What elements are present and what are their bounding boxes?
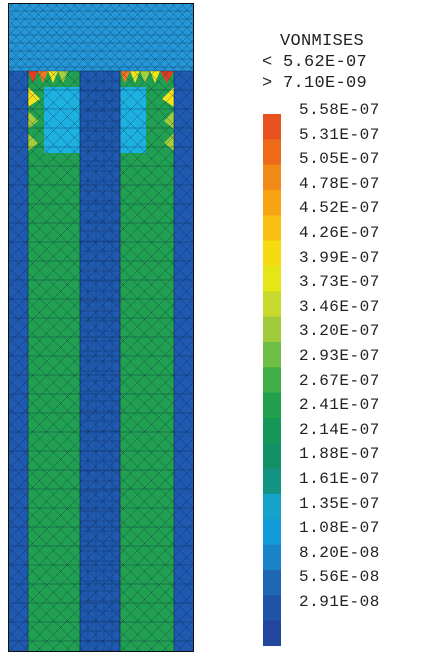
legend-max-value: < 5.62E-07 bbox=[262, 53, 368, 72]
color-scale-label: 2.41E-07 bbox=[299, 396, 380, 415]
color-scale-label: 5.56E-08 bbox=[299, 568, 380, 587]
color-scale-label: 8.20E-08 bbox=[299, 543, 380, 562]
legend-title: VONMISES bbox=[280, 32, 365, 51]
color-scale-label: 4.26E-07 bbox=[299, 224, 380, 242]
hot-element bbox=[120, 71, 130, 83]
hot-element bbox=[38, 71, 48, 83]
color-scale-band bbox=[263, 367, 281, 394]
color-scale-band bbox=[263, 544, 281, 571]
color-scale-bar bbox=[263, 114, 281, 646]
color-scale-band bbox=[263, 291, 281, 318]
hot-element bbox=[164, 133, 174, 151]
hot-element bbox=[162, 87, 174, 107]
color-scale-band bbox=[263, 595, 281, 622]
color-scale-label: 4.52E-07 bbox=[299, 199, 380, 218]
color-scale-label: 1.08E-07 bbox=[299, 519, 380, 538]
color-scale-band bbox=[263, 620, 281, 646]
hot-element bbox=[28, 111, 38, 129]
color-scale-band bbox=[263, 392, 281, 419]
color-scale-label: 4.78E-07 bbox=[299, 174, 380, 193]
hot-element bbox=[68, 71, 80, 83]
color-scale-band bbox=[263, 443, 281, 470]
color-scale-label: 2.67E-07 bbox=[299, 371, 380, 390]
color-scale-band bbox=[263, 139, 281, 166]
color-scale-band bbox=[263, 164, 281, 191]
color-scale-label: 3.99E-07 bbox=[299, 248, 380, 267]
color-scale-band bbox=[263, 418, 281, 444]
color-scale-band bbox=[263, 570, 281, 596]
top-stress-region bbox=[8, 3, 194, 71]
color-scale-label: 3.73E-07 bbox=[299, 273, 380, 292]
color-scale-label: 1.61E-07 bbox=[299, 470, 380, 488]
hot-element bbox=[28, 133, 38, 151]
hot-element bbox=[28, 71, 38, 83]
color-scale-band bbox=[263, 316, 281, 343]
color-scale-band bbox=[263, 468, 281, 495]
color-scale-label: 3.20E-07 bbox=[299, 322, 380, 341]
color-scale-band bbox=[263, 240, 281, 267]
right-cyan-zone bbox=[120, 87, 146, 153]
color-scale-band bbox=[263, 342, 281, 368]
color-scale-band bbox=[263, 519, 281, 546]
color-scale-label: 5.05E-07 bbox=[299, 150, 380, 169]
mesh-grid-lines bbox=[8, 3, 194, 652]
color-scale-band bbox=[263, 494, 281, 520]
color-scale-band bbox=[263, 114, 281, 140]
color-scale-label: 3.46E-07 bbox=[299, 297, 380, 316]
hot-element bbox=[58, 71, 68, 83]
mesh-contour-plot bbox=[8, 3, 194, 652]
legend-min-value: > 7.10E-09 bbox=[262, 74, 368, 93]
hot-element bbox=[140, 71, 150, 83]
color-scale-label: 5.58E-07 bbox=[299, 101, 380, 119]
color-scale-label: 2.14E-07 bbox=[299, 420, 380, 439]
hot-element bbox=[48, 71, 58, 83]
color-scale-label: 2.93E-07 bbox=[299, 347, 380, 365]
color-scale-label: 5.31E-07 bbox=[299, 125, 380, 144]
hot-element bbox=[150, 71, 160, 83]
color-scale-label: 2.91E-08 bbox=[299, 593, 380, 611]
color-scale-label: 1.35E-07 bbox=[299, 494, 380, 513]
color-scale-band bbox=[263, 215, 281, 242]
color-scale-band bbox=[263, 190, 281, 216]
color-scale-label: 1.88E-07 bbox=[299, 445, 380, 464]
left-green-strip bbox=[28, 71, 80, 652]
hot-element bbox=[160, 71, 174, 83]
color-scale-band bbox=[263, 266, 281, 292]
